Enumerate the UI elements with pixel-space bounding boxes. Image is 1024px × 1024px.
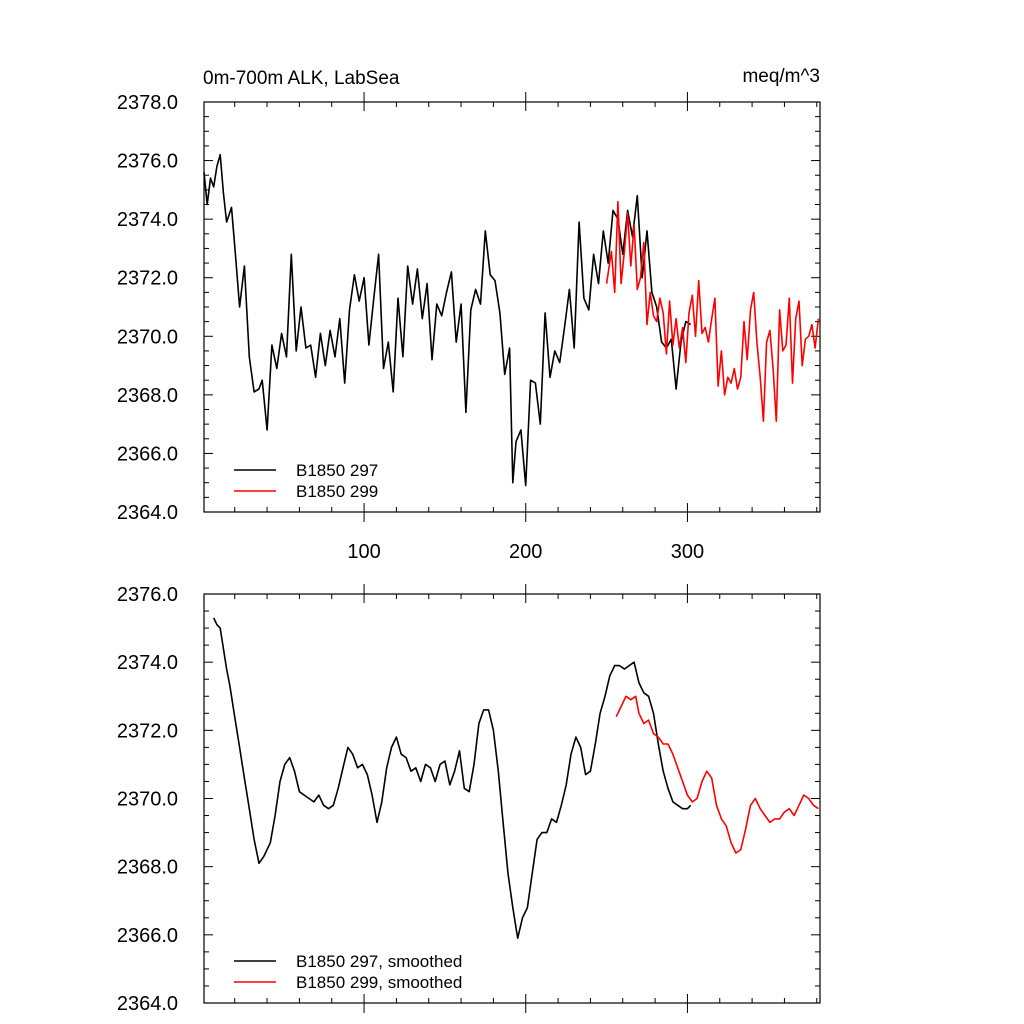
y-tick-label: 2364.0 <box>117 502 178 524</box>
bottom-series-group <box>212 617 819 940</box>
x-tick-label: 200 <box>509 541 542 563</box>
series-line-b1850-299 <box>605 200 820 423</box>
y-tick-label: 2378.0 <box>117 92 178 114</box>
y-tick-label: 2364.0 <box>117 993 178 1015</box>
bottom-legend: B1850 297, smoothed B1850 299, smoothed <box>234 952 462 992</box>
y-tick-label: 2372.0 <box>117 720 178 742</box>
legend-label-b1850-297: B1850 297 <box>296 461 378 480</box>
plot-frame <box>203 593 821 1004</box>
top-legend: B1850 297 B1850 299 <box>234 461 378 501</box>
top-panel: 0m-700m ALK, LabSea meq/m^3 2364.0 2366.0… <box>117 66 821 563</box>
y-tick-label: 2374.0 <box>117 652 178 674</box>
y-tick-label: 2376.0 <box>117 584 178 606</box>
y-tick-label: 2368.0 <box>117 385 178 407</box>
y-tick-label: 2370.0 <box>117 326 178 348</box>
chart-title: 0m-700m ALK, LabSea <box>203 68 400 89</box>
y-tick-label: 2374.0 <box>117 209 178 231</box>
series-line-b1850-297 <box>203 153 692 487</box>
y-tick-label: 2368.0 <box>117 857 178 879</box>
legend-label-b1850-299: B1850 299 <box>296 482 378 501</box>
units-label: meq/m^3 <box>742 66 820 87</box>
y-tick-label: 2376.0 <box>117 151 178 173</box>
x-tick-label: 300 <box>671 541 704 563</box>
top-axes: 2364.0 2366.0 2368.0 2370.0 2372.0 2374.0 2376… <box>117 92 821 563</box>
y-tick-label: 2366.0 <box>117 925 178 947</box>
top-series-group <box>203 153 820 487</box>
y-tick-label: 2366.0 <box>117 443 178 465</box>
legend-label-b1850-299-smoothed: B1850 299, smoothed <box>296 973 462 992</box>
x-tick-label: 100 <box>347 541 380 563</box>
bottom-axes: 2364.0 2366.0 2368.0 2370.0 2372.0 2374.0 2376… <box>117 584 821 1015</box>
series-line-b1850-297-smoothed <box>212 617 692 940</box>
y-tick-label: 2372.0 <box>117 268 178 290</box>
legend-label-b1850-297-smoothed: B1850 297, smoothed <box>296 952 462 971</box>
bottom-panel: 2364.0 2366.0 2368.0 2370.0 2372.0 2374.0 2376… <box>117 584 821 1015</box>
y-tick-label: 2370.0 <box>117 789 178 811</box>
series-line-b1850-299-smoothed <box>615 695 819 854</box>
